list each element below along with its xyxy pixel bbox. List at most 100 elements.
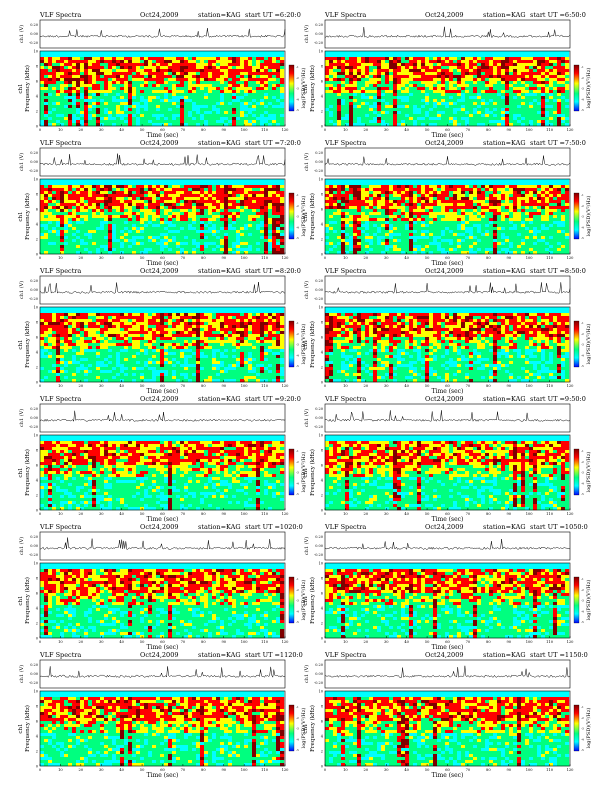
spectrogram-cell bbox=[236, 60, 240, 63]
spectrogram-cell bbox=[248, 203, 252, 206]
spectrogram-cell bbox=[164, 215, 168, 218]
spectrogram-cell bbox=[60, 87, 64, 90]
spectrogram-cell bbox=[180, 78, 184, 81]
spectrogram-cell bbox=[56, 54, 60, 57]
spectrogram-cell bbox=[337, 117, 341, 120]
spectrogram-cell bbox=[184, 84, 188, 87]
spectrogram-cell bbox=[333, 209, 337, 212]
spectrogram-cell bbox=[124, 212, 128, 215]
spectrogram-cell bbox=[160, 188, 164, 191]
spectrogram-cell bbox=[80, 117, 84, 120]
x-axis-label: Time (sec) bbox=[147, 260, 179, 267]
spectrogram-cell bbox=[268, 72, 272, 75]
spectrogram-cell bbox=[565, 87, 569, 90]
spectrogram-cell bbox=[565, 57, 569, 60]
spectrogram-cell bbox=[385, 96, 389, 99]
spectrogram-cell bbox=[220, 215, 224, 218]
spectrogram-cell bbox=[345, 194, 349, 197]
spectrogram-cell bbox=[501, 120, 505, 123]
spectrogram-cell bbox=[40, 96, 44, 99]
spectrogram-cell bbox=[100, 239, 104, 242]
spectrogram-cell bbox=[192, 54, 196, 57]
spectrogram-cell bbox=[409, 69, 413, 72]
spectrogram-cell bbox=[228, 117, 232, 120]
spectrogram-cell bbox=[509, 63, 513, 66]
spectrogram-cell bbox=[280, 63, 284, 66]
spectrogram-cell bbox=[272, 179, 276, 182]
spectrogram-cell bbox=[64, 239, 68, 242]
spectrogram-cell bbox=[365, 93, 369, 96]
spectrogram-cell bbox=[409, 114, 413, 117]
spectrogram-cell bbox=[240, 179, 244, 182]
spectrogram-cell bbox=[164, 84, 168, 87]
spectrogram-cell bbox=[256, 111, 260, 114]
spectrogram-cell bbox=[220, 233, 224, 236]
spectrogram-cell bbox=[100, 57, 104, 60]
spectrogram-cell bbox=[325, 108, 329, 111]
spectrogram-cell bbox=[192, 215, 196, 218]
spectrogram-cell bbox=[333, 203, 337, 206]
spectrogram-cell bbox=[505, 105, 509, 108]
spectrogram-cell bbox=[381, 96, 385, 99]
spectrogram-cell bbox=[172, 194, 176, 197]
spectrogram-cell bbox=[457, 96, 461, 99]
spectrogram-cell bbox=[260, 227, 264, 230]
spectrogram-cell bbox=[156, 63, 160, 66]
spectrogram-cell bbox=[437, 114, 441, 117]
spectrogram-cell bbox=[152, 248, 156, 251]
spectrogram-cell bbox=[449, 69, 453, 72]
spectrogram-cell bbox=[68, 108, 72, 111]
spectrogram-cell bbox=[409, 72, 413, 75]
spectrogram-cell bbox=[72, 111, 76, 114]
spectrogram-cell bbox=[461, 120, 465, 123]
spectrogram-cell bbox=[148, 197, 152, 200]
spectrogram-cell bbox=[236, 63, 240, 66]
spectrogram-cell bbox=[260, 75, 264, 78]
spectrogram-cell bbox=[188, 108, 192, 111]
spectrogram-cell bbox=[60, 78, 64, 81]
spectrogram-cell bbox=[180, 185, 184, 188]
spectrogram-cell bbox=[124, 120, 128, 123]
spectrogram-cell bbox=[417, 99, 421, 102]
spectrogram-cell bbox=[481, 117, 485, 120]
spectrogram-cell bbox=[96, 108, 100, 111]
spectrogram-cell bbox=[529, 54, 533, 57]
spectrogram-cell bbox=[264, 120, 268, 123]
spectrogram-cell bbox=[208, 227, 212, 230]
spectrogram-cell bbox=[120, 87, 124, 90]
spectrogram-cell bbox=[497, 60, 501, 63]
spectrogram-cell bbox=[256, 87, 260, 90]
spectrogram-cell bbox=[52, 236, 56, 239]
spectrogram-cell bbox=[128, 239, 132, 242]
spectrogram-cell bbox=[212, 218, 216, 221]
spectrogram-cell bbox=[48, 81, 52, 84]
spectrogram-cell bbox=[192, 105, 196, 108]
spectrogram-cell bbox=[96, 245, 100, 248]
spectrogram-cell bbox=[252, 197, 256, 200]
spectrogram-cell bbox=[92, 72, 96, 75]
spectrogram-cell bbox=[224, 69, 228, 72]
spectrogram-cell bbox=[132, 206, 136, 209]
spectrogram-cell bbox=[417, 51, 421, 54]
spectrogram-cell bbox=[389, 108, 393, 111]
spectrogram-cell bbox=[537, 63, 541, 66]
spectrogram-cell bbox=[549, 117, 553, 120]
spectrogram-cell bbox=[96, 72, 100, 75]
spectrogram-cell bbox=[100, 66, 104, 69]
spectrogram-cell bbox=[60, 233, 64, 236]
spectrogram-cell bbox=[156, 242, 160, 245]
spectrogram-cell bbox=[56, 221, 60, 224]
spectrogram-cell bbox=[152, 230, 156, 233]
spectrogram-cell bbox=[545, 57, 549, 60]
spectrogram-cell bbox=[244, 200, 248, 203]
spectrogram-cell bbox=[184, 200, 188, 203]
spectrogram-cell bbox=[52, 200, 56, 203]
spectrogram-cell bbox=[497, 69, 501, 72]
spectrogram-cell bbox=[417, 66, 421, 69]
spectrogram-cell bbox=[236, 248, 240, 251]
spectrogram-cell bbox=[244, 218, 248, 221]
spectrogram-cell bbox=[84, 54, 88, 57]
spectrogram-cell bbox=[144, 66, 148, 69]
frequency-tick-label: 10 bbox=[319, 50, 323, 54]
spectrogram-cell bbox=[525, 93, 529, 96]
